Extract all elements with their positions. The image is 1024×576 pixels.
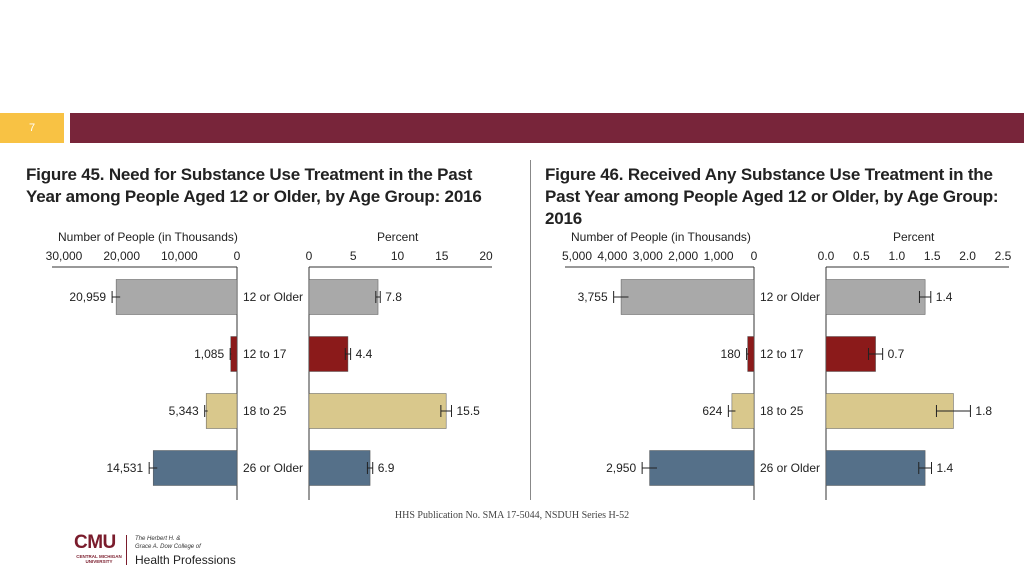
fig45-right-tick-label: 5 bbox=[350, 249, 357, 263]
fig46-right-bar bbox=[825, 336, 876, 372]
cmu-subtitle: CENTRAL MICHIGAN UNIVERSITY bbox=[76, 554, 122, 564]
fig45-right-tick-label: 20 bbox=[479, 249, 493, 263]
fig46-left-axis-label: Number of People (in Thousands) bbox=[571, 230, 751, 244]
fig46-left-value-label: 2,950 bbox=[606, 461, 636, 475]
fig45-right-axis-label: Percent bbox=[377, 230, 419, 244]
fig46-right-tick-label: 2.0 bbox=[959, 249, 976, 263]
fig46-left-tick-label: 4,000 bbox=[597, 249, 627, 263]
college-line-1: The Herbert H. & bbox=[135, 536, 181, 542]
fig45-right-bar bbox=[308, 279, 379, 315]
fig45-right-tick-label: 10 bbox=[391, 249, 405, 263]
fig45-right-value-label: 6.9 bbox=[378, 461, 395, 475]
fig46-right-axis-label: Percent bbox=[893, 230, 935, 244]
fig46-left-tick-label: 1,000 bbox=[704, 249, 734, 263]
fig46-left-tick-label: 0 bbox=[751, 249, 758, 263]
fig45-right-tick-label: 0 bbox=[306, 249, 313, 263]
fig45-left-axis-label: Number of People (in Thousands) bbox=[58, 230, 238, 244]
fig45-right-bar bbox=[308, 393, 447, 429]
fig46-left-bar bbox=[649, 450, 755, 486]
fig45-left-tick-label: 10,000 bbox=[161, 249, 198, 263]
fig46-right-bar bbox=[825, 393, 954, 429]
cmu-logo: CMU CENTRAL MICHIGAN UNIVERSITY The Herb… bbox=[74, 532, 274, 572]
fig46-category-label: 26 or Older bbox=[760, 461, 820, 475]
fig45-left-value-label: 1,085 bbox=[194, 347, 224, 361]
fig46-category-label: 12 or Older bbox=[760, 290, 820, 304]
figure-divider bbox=[530, 160, 531, 500]
fig46-right-value-label: 1.8 bbox=[975, 404, 992, 418]
fig45-left-value-label: 20,959 bbox=[69, 290, 106, 304]
fig45-right-value-label: 15.5 bbox=[456, 404, 480, 418]
fig45-left-tick-label: 0 bbox=[234, 249, 241, 263]
fig45-left-value-label: 5,343 bbox=[169, 404, 199, 418]
fig45-right-bar bbox=[308, 450, 371, 486]
slide-number: 7 bbox=[28, 122, 36, 134]
fig46-left-tick-label: 2,000 bbox=[668, 249, 698, 263]
cmu-wordmark: CMU bbox=[74, 532, 116, 553]
fig46-left-value-label: 180 bbox=[721, 347, 741, 361]
fig46-right-tick-label: 1.0 bbox=[888, 249, 905, 263]
fig45-left-bar bbox=[115, 279, 238, 315]
fig45-left-bar bbox=[205, 393, 238, 429]
fig46-right-tick-label: 1.5 bbox=[924, 249, 941, 263]
fig46-category-label: 18 to 25 bbox=[760, 404, 804, 418]
fig46-right-value-label: 1.4 bbox=[936, 290, 953, 304]
college-line-2: Grace A. Dow College of bbox=[135, 544, 201, 550]
fig46-right-tick-label: 0.0 bbox=[818, 249, 835, 263]
header-bar bbox=[70, 113, 1024, 143]
fig46-right-value-label: 1.4 bbox=[936, 461, 953, 475]
fig45-right-bar bbox=[308, 336, 349, 372]
fig45-right-value-label: 7.8 bbox=[385, 290, 402, 304]
fig46-left-tick-label: 3,000 bbox=[633, 249, 663, 263]
fig46-right-bar bbox=[825, 279, 926, 315]
fig46-right-value-label: 0.7 bbox=[888, 347, 905, 361]
header-accent-bar bbox=[0, 113, 64, 143]
figure-45-title: Figure 45. Need for Substance Use Treatm… bbox=[26, 165, 482, 206]
figure-46-title: Figure 46. Received Any Substance Use Tr… bbox=[545, 165, 999, 228]
fig45-right-value-label: 4.4 bbox=[356, 347, 373, 361]
fig45-right-tick-label: 15 bbox=[435, 249, 449, 263]
fig45-left-bar bbox=[230, 336, 238, 372]
fig45-left-bar bbox=[152, 450, 238, 486]
publication-credit: HHS Publication No. SMA 17-5044, NSDUH S… bbox=[394, 510, 630, 521]
fig46-left-tick-label: 5,000 bbox=[562, 249, 592, 263]
fig46-category-label: 12 to 17 bbox=[760, 347, 804, 361]
fig46-left-value-label: 3,755 bbox=[578, 290, 608, 304]
fig46-right-bar bbox=[825, 450, 926, 486]
fig46-left-bar bbox=[620, 279, 755, 315]
college-name: Health Professions bbox=[135, 553, 236, 567]
fig45-category-label: 26 or Older bbox=[243, 461, 303, 475]
fig45-left-value-label: 14,531 bbox=[106, 461, 143, 475]
logo-separator bbox=[126, 535, 127, 565]
college-name-small: The Herbert H. & Grace A. Dow College of bbox=[135, 535, 201, 551]
fig46-right-tick-label: 0.5 bbox=[853, 249, 870, 263]
fig45-left-tick-label: 30,000 bbox=[46, 249, 83, 263]
fig46-left-value-label: 624 bbox=[702, 404, 722, 418]
fig45-category-label: 18 to 25 bbox=[243, 404, 287, 418]
fig46-right-tick-label: 2.5 bbox=[995, 249, 1012, 263]
fig45-category-label: 12 to 17 bbox=[243, 347, 287, 361]
fig45-left-tick-label: 20,000 bbox=[103, 249, 140, 263]
fig45-category-label: 12 or Older bbox=[243, 290, 303, 304]
